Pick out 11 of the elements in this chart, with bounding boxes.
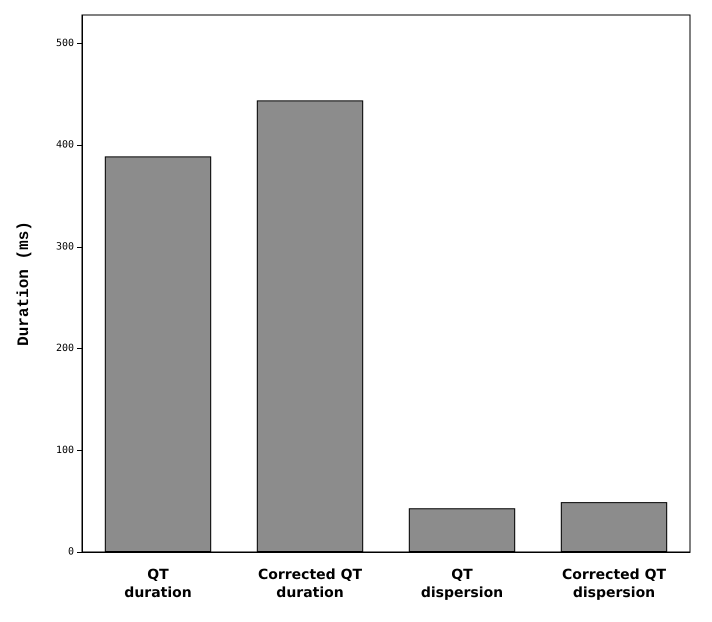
y-tick-label: 500 (56, 38, 74, 49)
x-tick-label: QT dispersion (420, 567, 504, 601)
x-tick-label: Corrected QT dispersion (562, 567, 666, 601)
y-tick-label: 400 (56, 140, 74, 151)
x-tick-label: QT duration (124, 567, 192, 601)
y-tick-label: 100 (56, 444, 74, 456)
y-tick-label: 200 (56, 343, 74, 354)
y-tick-label: 300 (56, 241, 74, 252)
y-tick-label: 0 (68, 546, 74, 558)
x-tick-label: Corrected QT duration (258, 567, 362, 601)
y-axis-title: Duration (ms) (15, 221, 33, 346)
